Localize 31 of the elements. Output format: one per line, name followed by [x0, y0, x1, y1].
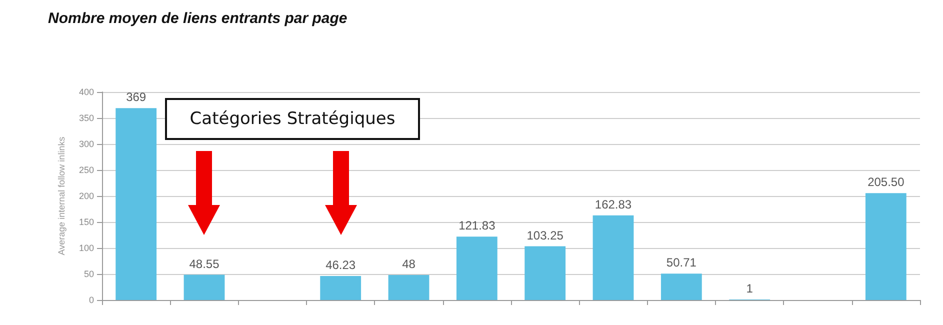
annotation: Catégories Stratégiques — [165, 98, 420, 140]
y-tick-label: 200 — [78, 191, 94, 201]
y-tick-label: 100 — [78, 243, 94, 253]
data-label: 1 — [746, 281, 754, 296]
y-tick-label: 400 — [78, 87, 94, 97]
data-label: 46.23 — [326, 258, 356, 272]
data-label: 103.25 — [526, 228, 564, 242]
y-tick-label: 150 — [78, 217, 94, 227]
data-label: 369 — [126, 90, 146, 104]
bar — [660, 274, 702, 300]
bar — [592, 215, 634, 300]
y-tick-label: 250 — [78, 165, 94, 175]
data-label: 48.55 — [189, 256, 220, 271]
data-label: 162.83 — [594, 197, 632, 212]
data-label: 50.71 — [666, 256, 697, 270]
data-label: 48 — [402, 257, 416, 272]
bar — [865, 193, 906, 300]
chart-title: Nombre moyen de liens entrants par page — [48, 10, 348, 27]
data-label: 205.50 — [868, 175, 905, 190]
data-label: 121.83 — [458, 218, 496, 233]
y-axis-title: Average internal follow inlinks — [56, 136, 66, 256]
y-tick-label: 50 — [84, 269, 94, 279]
bar — [388, 275, 430, 300]
y-tick-label: 350 — [78, 113, 94, 123]
bar — [456, 236, 498, 300]
bar — [524, 246, 566, 300]
y-tick-label: 300 — [78, 139, 94, 149]
bar — [184, 274, 225, 300]
bar — [320, 276, 362, 300]
y-tick-label: 0 — [88, 295, 94, 305]
bar — [116, 108, 157, 300]
